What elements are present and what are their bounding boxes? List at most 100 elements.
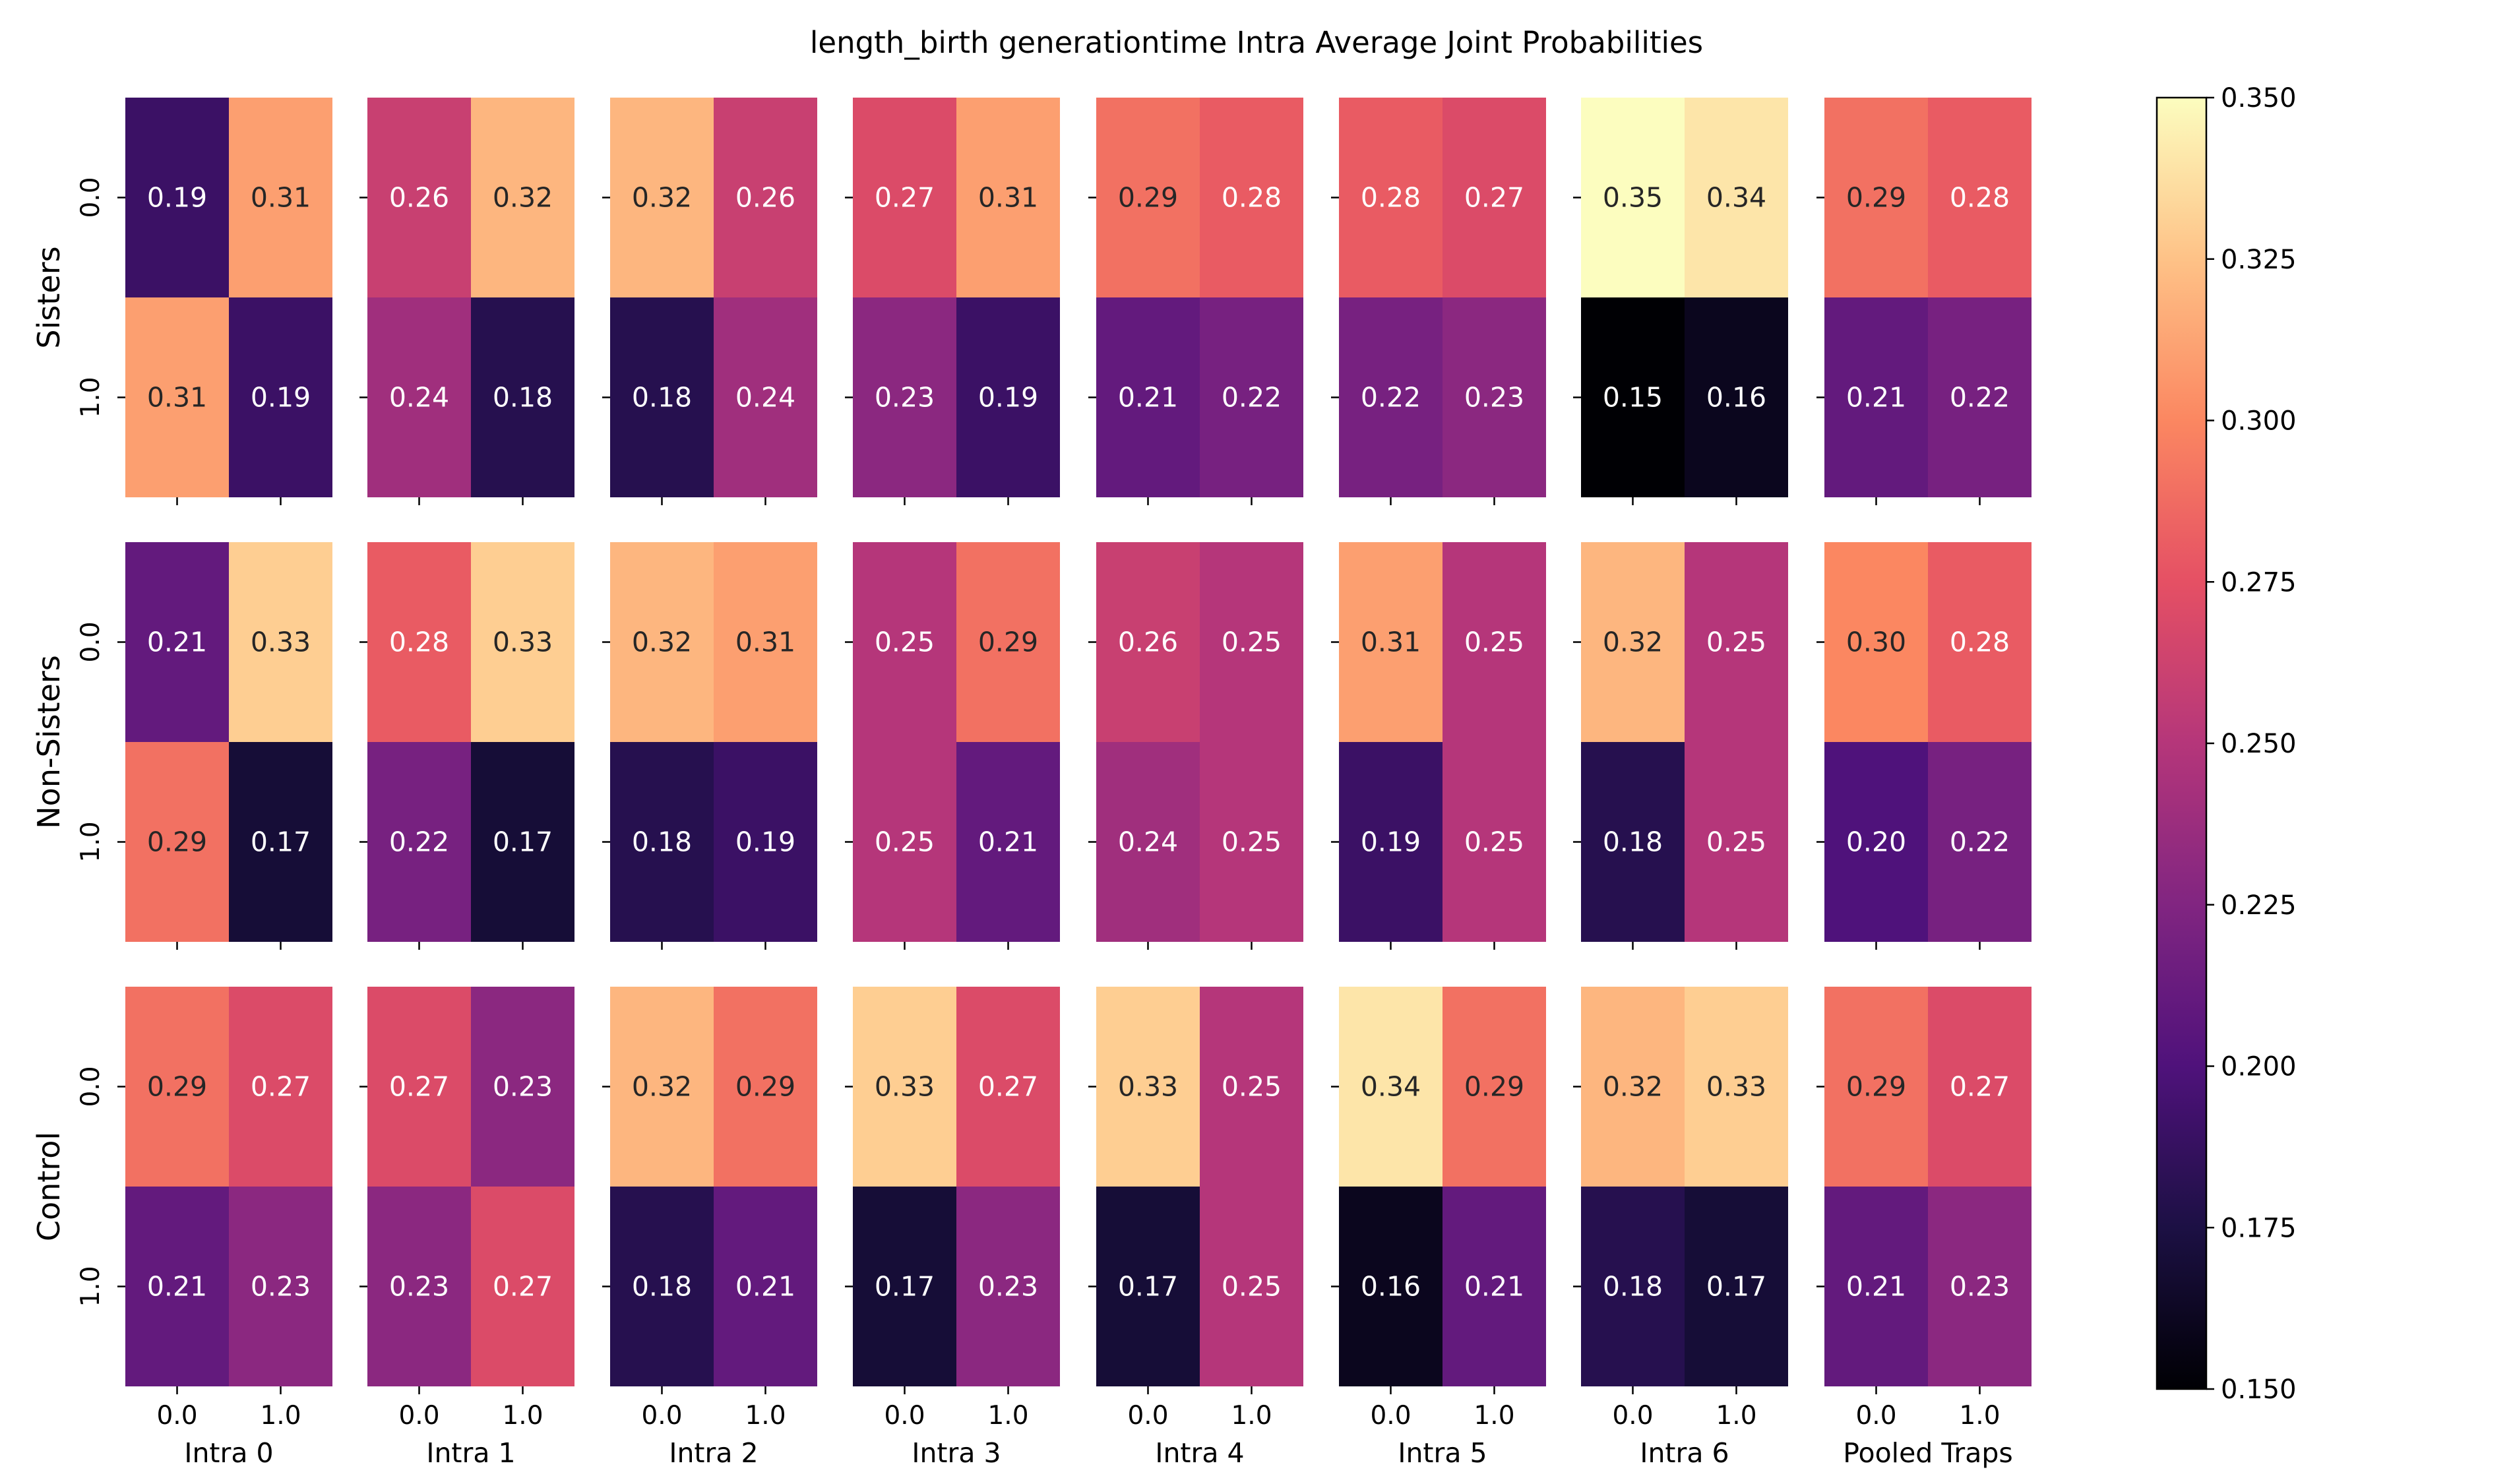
heatmap-cell xyxy=(853,742,956,942)
cell-value-label: 0.18 xyxy=(632,1271,692,1303)
cell-value-label: 0.27 xyxy=(389,1071,449,1103)
colorbar-tick-label: 0.225 xyxy=(2221,890,2297,921)
heatmap-cell xyxy=(610,1187,714,1386)
cell-value-label: 0.19 xyxy=(147,182,207,214)
x-tick-label: 0.0 xyxy=(1127,1401,1168,1431)
heatmap-cell xyxy=(1200,297,1303,497)
heatmap-panel: 0.28 0.27 0.22 0.23 xyxy=(1331,98,1546,505)
heatmap-cell xyxy=(1339,542,1443,742)
cell-value-label: 0.29 xyxy=(147,826,207,858)
x-tick-label: 1.0 xyxy=(260,1401,301,1431)
cell-value-label: 0.31 xyxy=(1361,627,1421,658)
heatmap-cell xyxy=(1685,987,1788,1187)
y-tick-label: 1.0 xyxy=(76,377,106,417)
panel-column-label: Intra 4 xyxy=(1155,1437,1244,1469)
colorbar-tick-label: 0.150 xyxy=(2221,1375,2297,1405)
heatmap-cell xyxy=(853,542,956,742)
heatmap-cell xyxy=(853,1187,956,1386)
cell-value-label: 0.29 xyxy=(147,1071,207,1103)
heatmap-panel: 0.25 0.29 0.25 0.21 xyxy=(845,542,1060,950)
heatmap-panel: 0.30 0.28 0.20 0.22 xyxy=(1816,542,2032,950)
cell-value-label: 0.29 xyxy=(1846,182,1906,214)
heatmap-cell xyxy=(610,742,714,942)
heatmap-cell xyxy=(610,542,714,742)
heatmap-cell xyxy=(1928,1187,2032,1386)
cell-value-label: 0.17 xyxy=(493,826,553,858)
heatmap-panel: 0.29 0.27 0.21 0.23 0.0 1.0 Intra 0 0.0 1.0 Contr… xyxy=(31,987,332,1469)
cell-value-label: 0.25 xyxy=(875,826,935,858)
heatmap-cell xyxy=(1339,987,1443,1187)
heatmap-panel: 0.26 0.25 0.24 0.25 xyxy=(1088,542,1303,950)
heatmap-cell xyxy=(853,987,956,1187)
cell-value-label: 0.25 xyxy=(1222,826,1282,858)
panel-column-label: Intra 6 xyxy=(1640,1437,1729,1469)
heatmap-cell xyxy=(1581,98,1685,297)
heatmap-cell xyxy=(125,98,229,297)
cell-value-label: 0.28 xyxy=(389,627,449,658)
cell-value-label: 0.25 xyxy=(875,627,935,658)
cell-value-label: 0.23 xyxy=(875,382,935,414)
cell-value-label: 0.24 xyxy=(735,382,795,414)
heatmap-cell xyxy=(1096,987,1200,1187)
colorbar-tick-label: 0.350 xyxy=(2221,83,2297,113)
cell-value-label: 0.16 xyxy=(1361,1271,1421,1303)
heatmap-cell xyxy=(1339,742,1443,942)
heatmap-cell xyxy=(1685,297,1788,497)
cell-value-label: 0.19 xyxy=(251,382,311,414)
x-tick-label: 0.0 xyxy=(1370,1401,1411,1431)
heatmap-panel: 0.29 0.28 0.21 0.22 xyxy=(1816,98,2032,505)
cell-value-label: 0.30 xyxy=(1846,627,1906,658)
cell-value-label: 0.28 xyxy=(1361,182,1421,214)
heatmap-cell xyxy=(229,297,332,497)
cell-value-label: 0.32 xyxy=(493,182,553,214)
heatmap-panel: 0.28 0.33 0.22 0.17 xyxy=(359,542,574,950)
cell-value-label: 0.29 xyxy=(1846,1071,1906,1103)
cell-value-label: 0.26 xyxy=(389,182,449,214)
x-tick-label: 1.0 xyxy=(1716,1401,1756,1431)
cell-value-label: 0.22 xyxy=(389,826,449,858)
cell-value-label: 0.33 xyxy=(251,627,311,658)
row-group-label: Control xyxy=(31,1132,67,1241)
cell-value-label: 0.23 xyxy=(1950,1271,2010,1303)
panel-column-label: Intra 0 xyxy=(184,1437,273,1469)
cell-value-label: 0.27 xyxy=(978,1071,1038,1103)
heatmap-cell xyxy=(471,542,574,742)
heatmap-cell xyxy=(471,98,574,297)
heatmap-cell xyxy=(1443,987,1546,1187)
cell-value-label: 0.32 xyxy=(632,182,692,214)
heatmap-panel: 0.29 0.27 0.21 0.23 0.0 1.0 Pooled Traps xyxy=(1816,987,2032,1469)
heatmap-panel: 0.27 0.23 0.23 0.27 0.0 1.0 Intra 1 xyxy=(359,987,574,1469)
row-group-label: Sisters xyxy=(31,246,67,348)
heatmap-cell xyxy=(1685,98,1788,297)
cell-value-label: 0.25 xyxy=(1464,826,1524,858)
y-tick-label: 0.0 xyxy=(76,621,106,662)
heatmap-panel: 0.26 0.32 0.24 0.18 xyxy=(359,98,574,505)
heatmap-panel: 0.32 0.26 0.18 0.24 xyxy=(602,98,817,505)
heatmap-cell xyxy=(1824,742,1928,942)
x-tick-label: 1.0 xyxy=(502,1401,543,1431)
heatmap-panel: 0.27 0.31 0.23 0.19 xyxy=(845,98,1060,505)
heatmap-cell xyxy=(125,987,229,1187)
colorbar-tick-label: 0.200 xyxy=(2221,1052,2297,1082)
heatmap-cell xyxy=(229,742,332,942)
heatmap-cell xyxy=(471,297,574,497)
cell-value-label: 0.29 xyxy=(735,1071,795,1103)
heatmap-cell xyxy=(714,297,817,497)
heatmap-cell xyxy=(1200,742,1303,942)
colorbar-tick-label: 0.300 xyxy=(2221,406,2297,437)
cell-value-label: 0.34 xyxy=(1706,182,1766,214)
x-tick-label: 1.0 xyxy=(1231,1401,1272,1431)
cell-value-label: 0.22 xyxy=(1222,382,1282,414)
cell-value-label: 0.29 xyxy=(1118,182,1178,214)
cell-value-label: 0.35 xyxy=(1603,182,1663,214)
panel-column-label: Intra 5 xyxy=(1398,1437,1487,1469)
heatmap-cell xyxy=(1443,742,1546,942)
cell-value-label: 0.17 xyxy=(251,826,311,858)
heatmap-cell xyxy=(367,542,471,742)
colorbar-tick-label: 0.275 xyxy=(2221,567,2297,598)
cell-value-label: 0.26 xyxy=(735,182,795,214)
heatmap-cell xyxy=(229,987,332,1187)
heatmap-cell xyxy=(1443,297,1546,497)
cell-value-label: 0.18 xyxy=(1603,1271,1663,1303)
cell-value-label: 0.25 xyxy=(1464,627,1524,658)
